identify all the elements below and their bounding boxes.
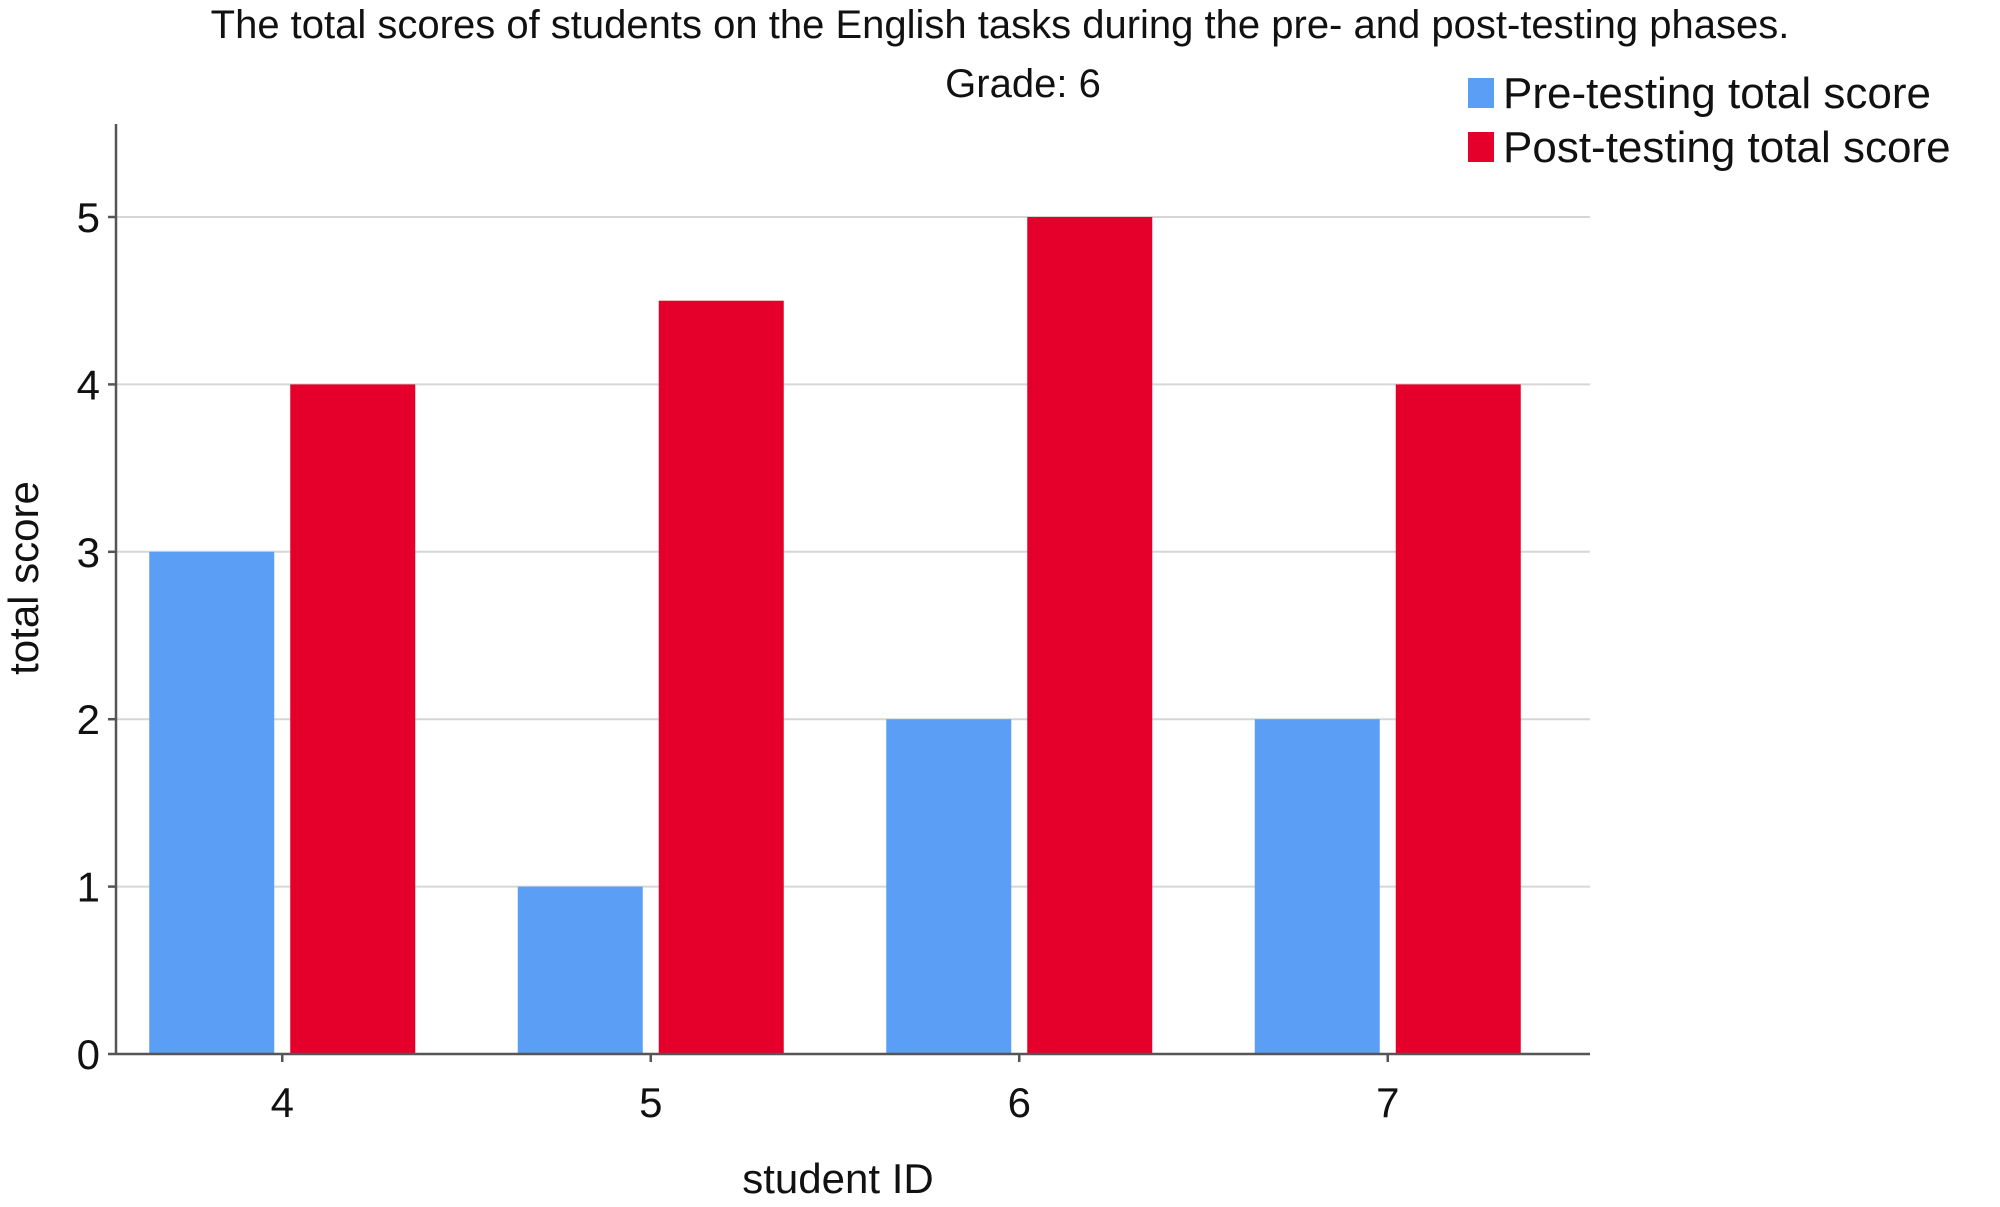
bar-post-student-6 xyxy=(1027,217,1153,1054)
legend: Pre-testing total score Post-testing tota… xyxy=(1468,69,1951,172)
x-tick-label: 7 xyxy=(1376,1079,1399,1126)
y-tick-label: 3 xyxy=(77,529,100,576)
y-tick-label: 2 xyxy=(77,696,100,743)
bar-pre-student-7 xyxy=(1254,719,1380,1054)
axes xyxy=(114,124,1590,1056)
bar-pre-student-5 xyxy=(517,886,643,1054)
legend-swatch xyxy=(1468,132,1494,162)
y-tick-label: 5 xyxy=(77,194,100,241)
bar-post-student-5 xyxy=(658,300,784,1054)
legend-label: Post-testing total score xyxy=(1503,123,1951,172)
chart-subtitle: Grade: 6 xyxy=(945,62,1101,106)
y-tick-label: 4 xyxy=(77,361,100,408)
x-tick-labels: 4 5 6 7 xyxy=(271,1054,1399,1126)
y-tick-labels: 0 1 2 3 4 5 xyxy=(77,194,100,1078)
bar-post-student-7 xyxy=(1395,384,1521,1054)
x-tick-label: 5 xyxy=(639,1079,662,1126)
x-tick-label: 4 xyxy=(271,1079,294,1126)
chart-title: The total scores of students on the Engl… xyxy=(211,3,1790,47)
x-axis-label: student ID xyxy=(742,1155,933,1202)
legend-label: Pre-testing total score xyxy=(1503,69,1931,118)
bar-pre-student-4 xyxy=(149,551,275,1054)
y-tick-label: 0 xyxy=(77,1031,100,1078)
y-tick-label: 1 xyxy=(77,864,100,911)
bars xyxy=(149,217,1521,1054)
bar-pre-student-6 xyxy=(886,719,1012,1054)
y-axis-label: total score xyxy=(0,481,47,675)
x-tick-label: 6 xyxy=(1008,1079,1031,1126)
legend-swatch xyxy=(1468,78,1494,108)
bar-post-student-4 xyxy=(290,384,416,1054)
